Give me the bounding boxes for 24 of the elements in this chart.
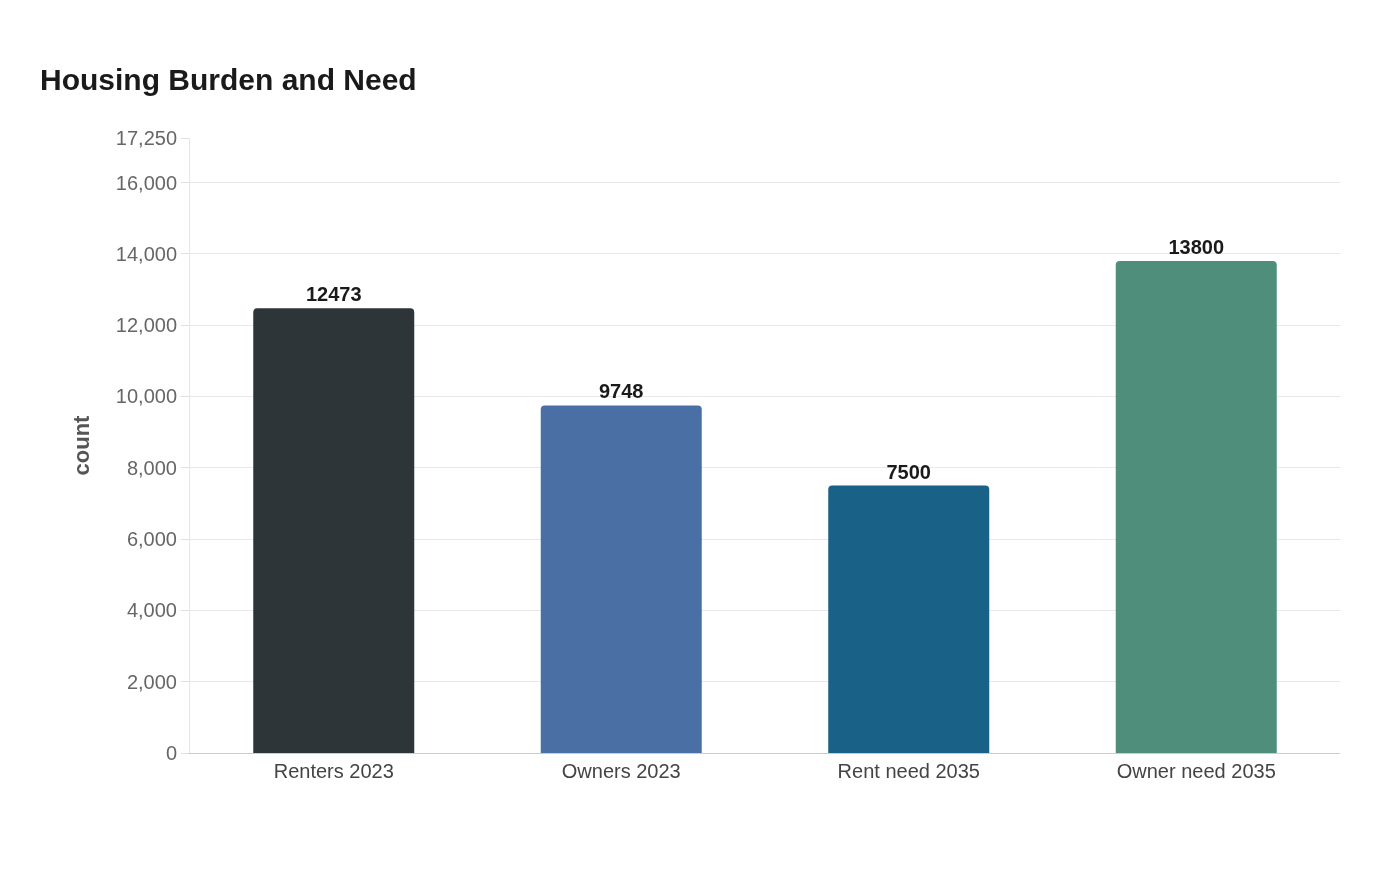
- data-label: 9748: [599, 380, 644, 403]
- y-tick-label: 17,250: [115, 127, 177, 149]
- y-tick-label: 6,000: [126, 528, 177, 551]
- x-tick-label: Renters 2023: [273, 760, 394, 782]
- data-label: 12473: [305, 283, 362, 306]
- y-tick-label: 0: [165, 742, 177, 764]
- bar: [1115, 261, 1277, 753]
- y-tick-label: 8,000: [126, 456, 177, 479]
- y-tick-label: 16,000: [115, 171, 177, 194]
- x-tick-label: Owners 2023: [561, 760, 681, 782]
- x-tick-label: Owner need 2035: [1116, 760, 1276, 782]
- bar: [540, 405, 702, 753]
- y-tick-label: 10,000: [115, 385, 177, 408]
- y-tick-label: 2,000: [126, 670, 177, 693]
- bar: [253, 308, 415, 753]
- data-label: 7500: [886, 460, 931, 483]
- chart-title: Housing Burden and Need: [40, 62, 417, 96]
- y-tick-label: 4,000: [126, 599, 177, 622]
- x-tick-label: Rent need 2035: [837, 760, 980, 782]
- y-axis-title: count: [68, 414, 94, 476]
- bar: [828, 485, 990, 753]
- data-label: 13800: [1168, 236, 1225, 258]
- y-tick-label: 12,000: [115, 314, 177, 337]
- y-tick-label: 14,000: [115, 242, 177, 265]
